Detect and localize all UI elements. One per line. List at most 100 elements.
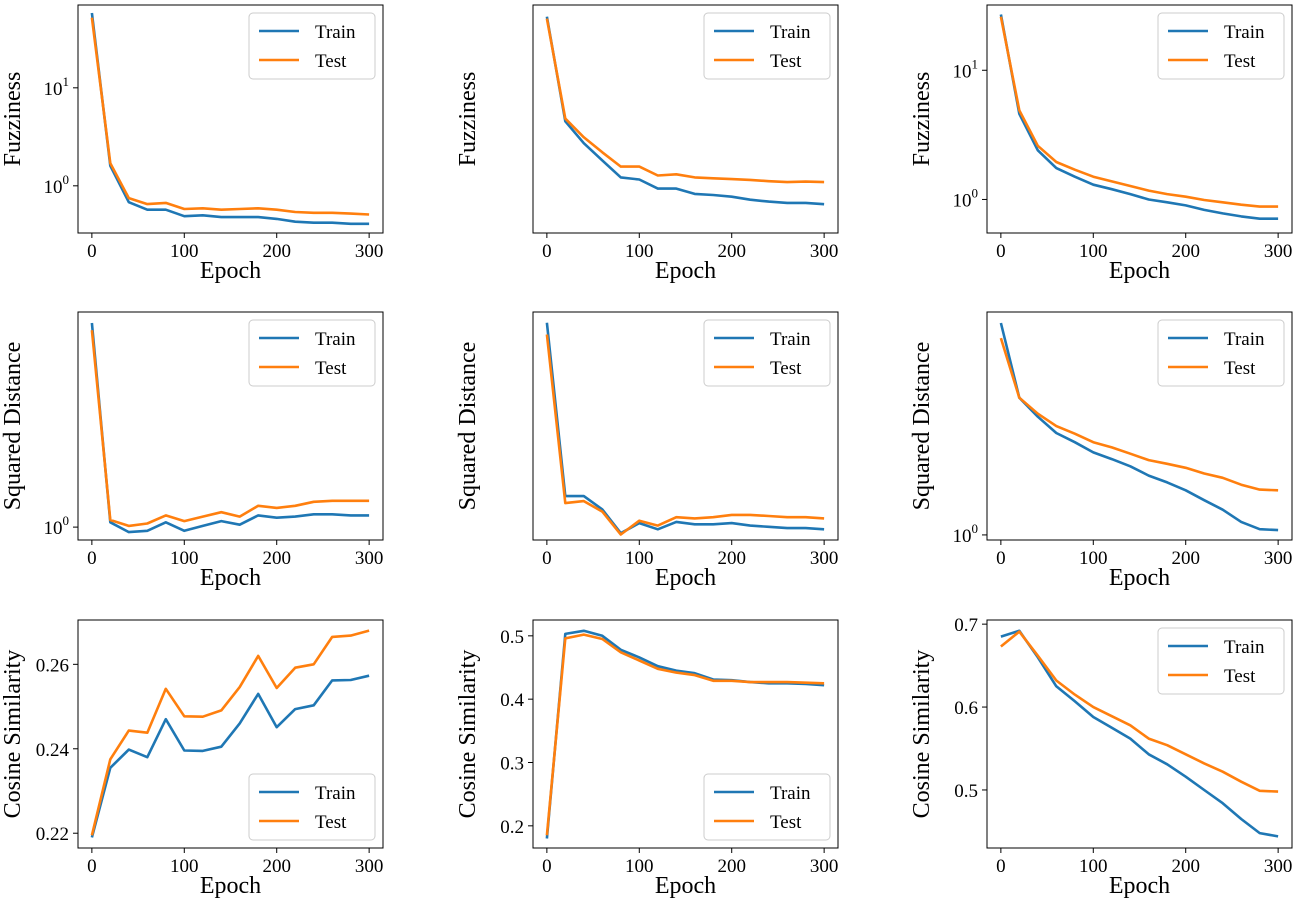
y-axis-label: Fuzziness xyxy=(0,72,26,167)
legend-label-train: Train xyxy=(770,329,811,350)
x-tick-label: 100 xyxy=(170,241,199,262)
x-axis-label: Epoch xyxy=(200,258,261,284)
legend-label-train: Train xyxy=(315,22,356,43)
x-tick-label: 0 xyxy=(996,241,1006,262)
chart-panel-8: 0 100 200 300 0.2 0.3 0.4 0.5 Epoch Cosine Simila… xyxy=(455,619,839,899)
x-tick-label: 200 xyxy=(717,241,746,262)
y-tick-label: 0.3 xyxy=(500,754,524,775)
x-tick-label: 100 xyxy=(170,548,199,569)
y-tick-label: 0.26 xyxy=(36,655,69,676)
y-tick-base: 10 xyxy=(44,79,63,100)
chart-panel-9: 0 100 200 300 0.5 0.6 0.7 Epoch Cosine Similarit… xyxy=(909,615,1293,899)
legend-box xyxy=(703,12,831,80)
y-tick-label: 101 xyxy=(953,56,979,82)
plot-frame xyxy=(77,619,384,849)
x-axis-label: Epoch xyxy=(1109,258,1170,284)
chart-panel-7: 0 100 200 300 0.22 0.24 0.26 Epoch Cosine Simila… xyxy=(0,619,384,899)
x-tick-label: 300 xyxy=(1264,856,1293,877)
series-line-test xyxy=(1000,630,1279,793)
x-axis-label: Epoch xyxy=(200,565,261,591)
x-tick-label: 100 xyxy=(625,856,654,877)
legend: Train Test xyxy=(1157,319,1285,387)
legend: Train Test xyxy=(248,319,376,387)
series-line-train xyxy=(90,12,370,226)
y-axis-label: Cosine Similarity xyxy=(455,650,481,819)
series-line-test xyxy=(999,337,1279,492)
y-axis-label: Squared Distance xyxy=(0,342,26,511)
legend-label-test: Test xyxy=(315,51,347,72)
legend-label-test: Test xyxy=(315,358,347,379)
x-tick-label: 200 xyxy=(1171,548,1200,569)
y-axis-label: Cosine Similarity xyxy=(0,650,26,819)
y-tick-exponent: 0 xyxy=(972,185,979,200)
legend-box xyxy=(1157,627,1285,695)
legend-label-train: Train xyxy=(770,22,811,43)
plot-frame xyxy=(77,4,384,234)
series-line-train xyxy=(545,322,825,535)
y-tick-base: 10 xyxy=(953,61,972,82)
legend-box xyxy=(248,319,376,387)
legend-label-test: Test xyxy=(1224,358,1256,379)
x-tick-label: 300 xyxy=(355,241,384,262)
y-tick-base: 10 xyxy=(953,190,972,211)
x-tick-label: 300 xyxy=(810,241,839,262)
y-tick-base: 10 xyxy=(44,518,63,539)
legend-label-test: Test xyxy=(1224,51,1256,72)
x-axis-label: Epoch xyxy=(1109,565,1170,591)
plot-frame xyxy=(77,311,384,541)
y-tick-exponent: 0 xyxy=(63,513,70,528)
y-tick-base: 10 xyxy=(953,526,972,547)
series-line-train xyxy=(90,322,370,534)
legend: Train Test xyxy=(703,319,831,387)
y-tick-exponent: 0 xyxy=(972,521,979,536)
legend-label-test: Test xyxy=(770,51,802,72)
x-tick-label: 100 xyxy=(625,241,654,262)
legend: Train Test xyxy=(248,773,376,841)
series-line-test xyxy=(90,17,370,216)
y-tick-label: 0.2 xyxy=(500,817,524,838)
series-line-train xyxy=(999,322,1279,532)
chart-panel-5: 0 100 200 300 Epoch Squared Distance Train Test xyxy=(455,311,839,591)
x-tick-label: 300 xyxy=(355,856,384,877)
x-tick-label: 0 xyxy=(87,241,97,262)
plot-frame xyxy=(532,619,839,849)
x-tick-label: 300 xyxy=(1264,548,1293,569)
legend: Train Test xyxy=(1157,12,1285,80)
x-tick-label: 200 xyxy=(1171,856,1200,877)
y-tick-label: 0.7 xyxy=(954,615,978,636)
plot-frame xyxy=(532,4,839,234)
x-tick-label: 0 xyxy=(542,856,552,877)
legend: Train Test xyxy=(248,12,376,80)
x-tick-label: 200 xyxy=(262,548,291,569)
legend-label-train: Train xyxy=(1224,329,1265,350)
x-tick-label: 100 xyxy=(625,548,654,569)
series-line-train xyxy=(999,14,1279,220)
series-line-test xyxy=(90,629,370,836)
y-tick-label: 0.4 xyxy=(500,690,524,711)
y-axis-label: Squared Distance xyxy=(909,342,935,511)
legend-box xyxy=(248,12,376,80)
legend-label-train: Train xyxy=(1224,22,1265,43)
series-line-train xyxy=(1000,629,1279,838)
y-axis-label: Cosine Similarity xyxy=(909,650,935,819)
x-tick-label: 300 xyxy=(810,548,839,569)
legend-box xyxy=(1157,12,1285,80)
x-tick-label: 200 xyxy=(1171,241,1200,262)
legend-box xyxy=(703,773,831,841)
legend-box xyxy=(1157,319,1285,387)
y-tick-label: 0.6 xyxy=(954,698,978,719)
x-tick-label: 300 xyxy=(810,856,839,877)
x-tick-label: 0 xyxy=(542,241,552,262)
y-tick-label: 0.24 xyxy=(36,740,70,761)
x-tick-label: 200 xyxy=(262,241,291,262)
legend-label-test: Test xyxy=(770,358,802,379)
series-line-test xyxy=(545,633,825,836)
x-tick-label: 100 xyxy=(1079,548,1108,569)
x-tick-label: 0 xyxy=(542,548,552,569)
series-line-test xyxy=(999,16,1279,208)
series-line-train xyxy=(545,16,825,206)
legend-label-test: Test xyxy=(1224,666,1256,687)
x-tick-label: 100 xyxy=(170,856,199,877)
